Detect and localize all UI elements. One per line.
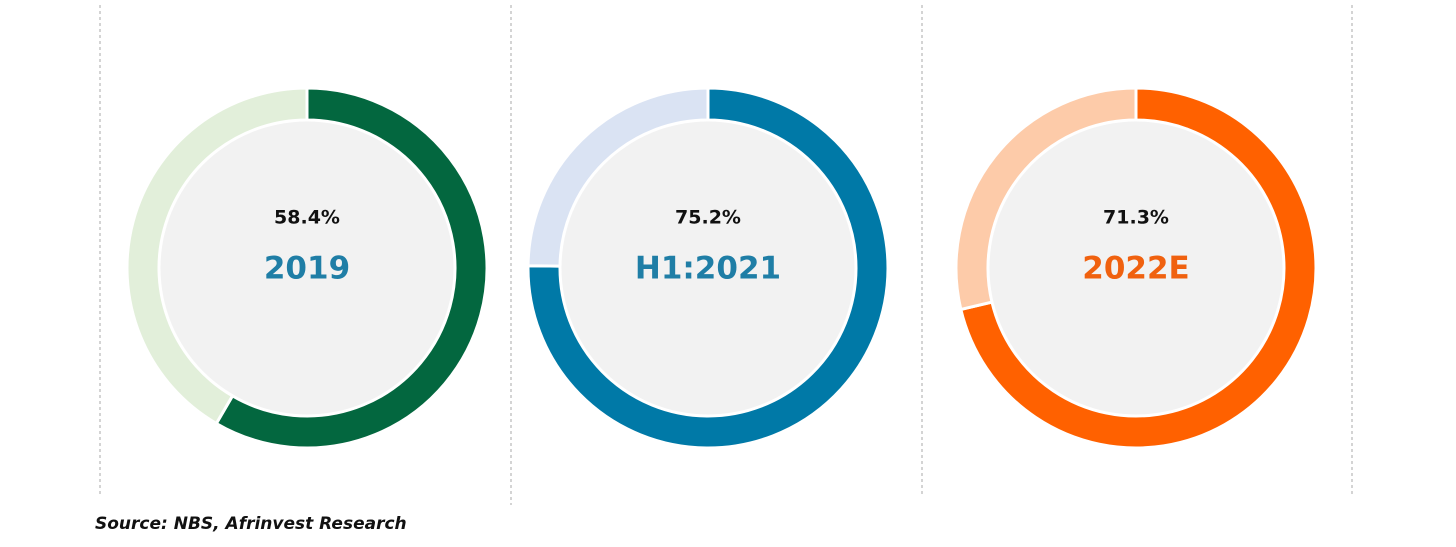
- chart-title: 2019: [264, 251, 350, 287]
- donut-segment: [526, 86, 710, 268]
- donut-segment: [125, 86, 309, 426]
- donut-center: [989, 121, 1283, 415]
- donut-center: [160, 121, 454, 415]
- donut-center: [561, 121, 855, 415]
- donut-segment: [214, 86, 489, 450]
- donut-segment: [959, 86, 1318, 450]
- value-label: 58.4%: [274, 207, 340, 229]
- source-note: Source: NBS, Afrinvest Research: [95, 514, 407, 534]
- chart-title: H1:2021: [635, 251, 781, 287]
- value-label: 71.3%: [1103, 207, 1169, 229]
- dividers: [99, 5, 1353, 505]
- donut-segment: [954, 86, 1138, 312]
- chart-title: 2022E: [1082, 251, 1189, 287]
- donut-segment: [526, 86, 890, 450]
- value-label: 75.2%: [675, 207, 741, 229]
